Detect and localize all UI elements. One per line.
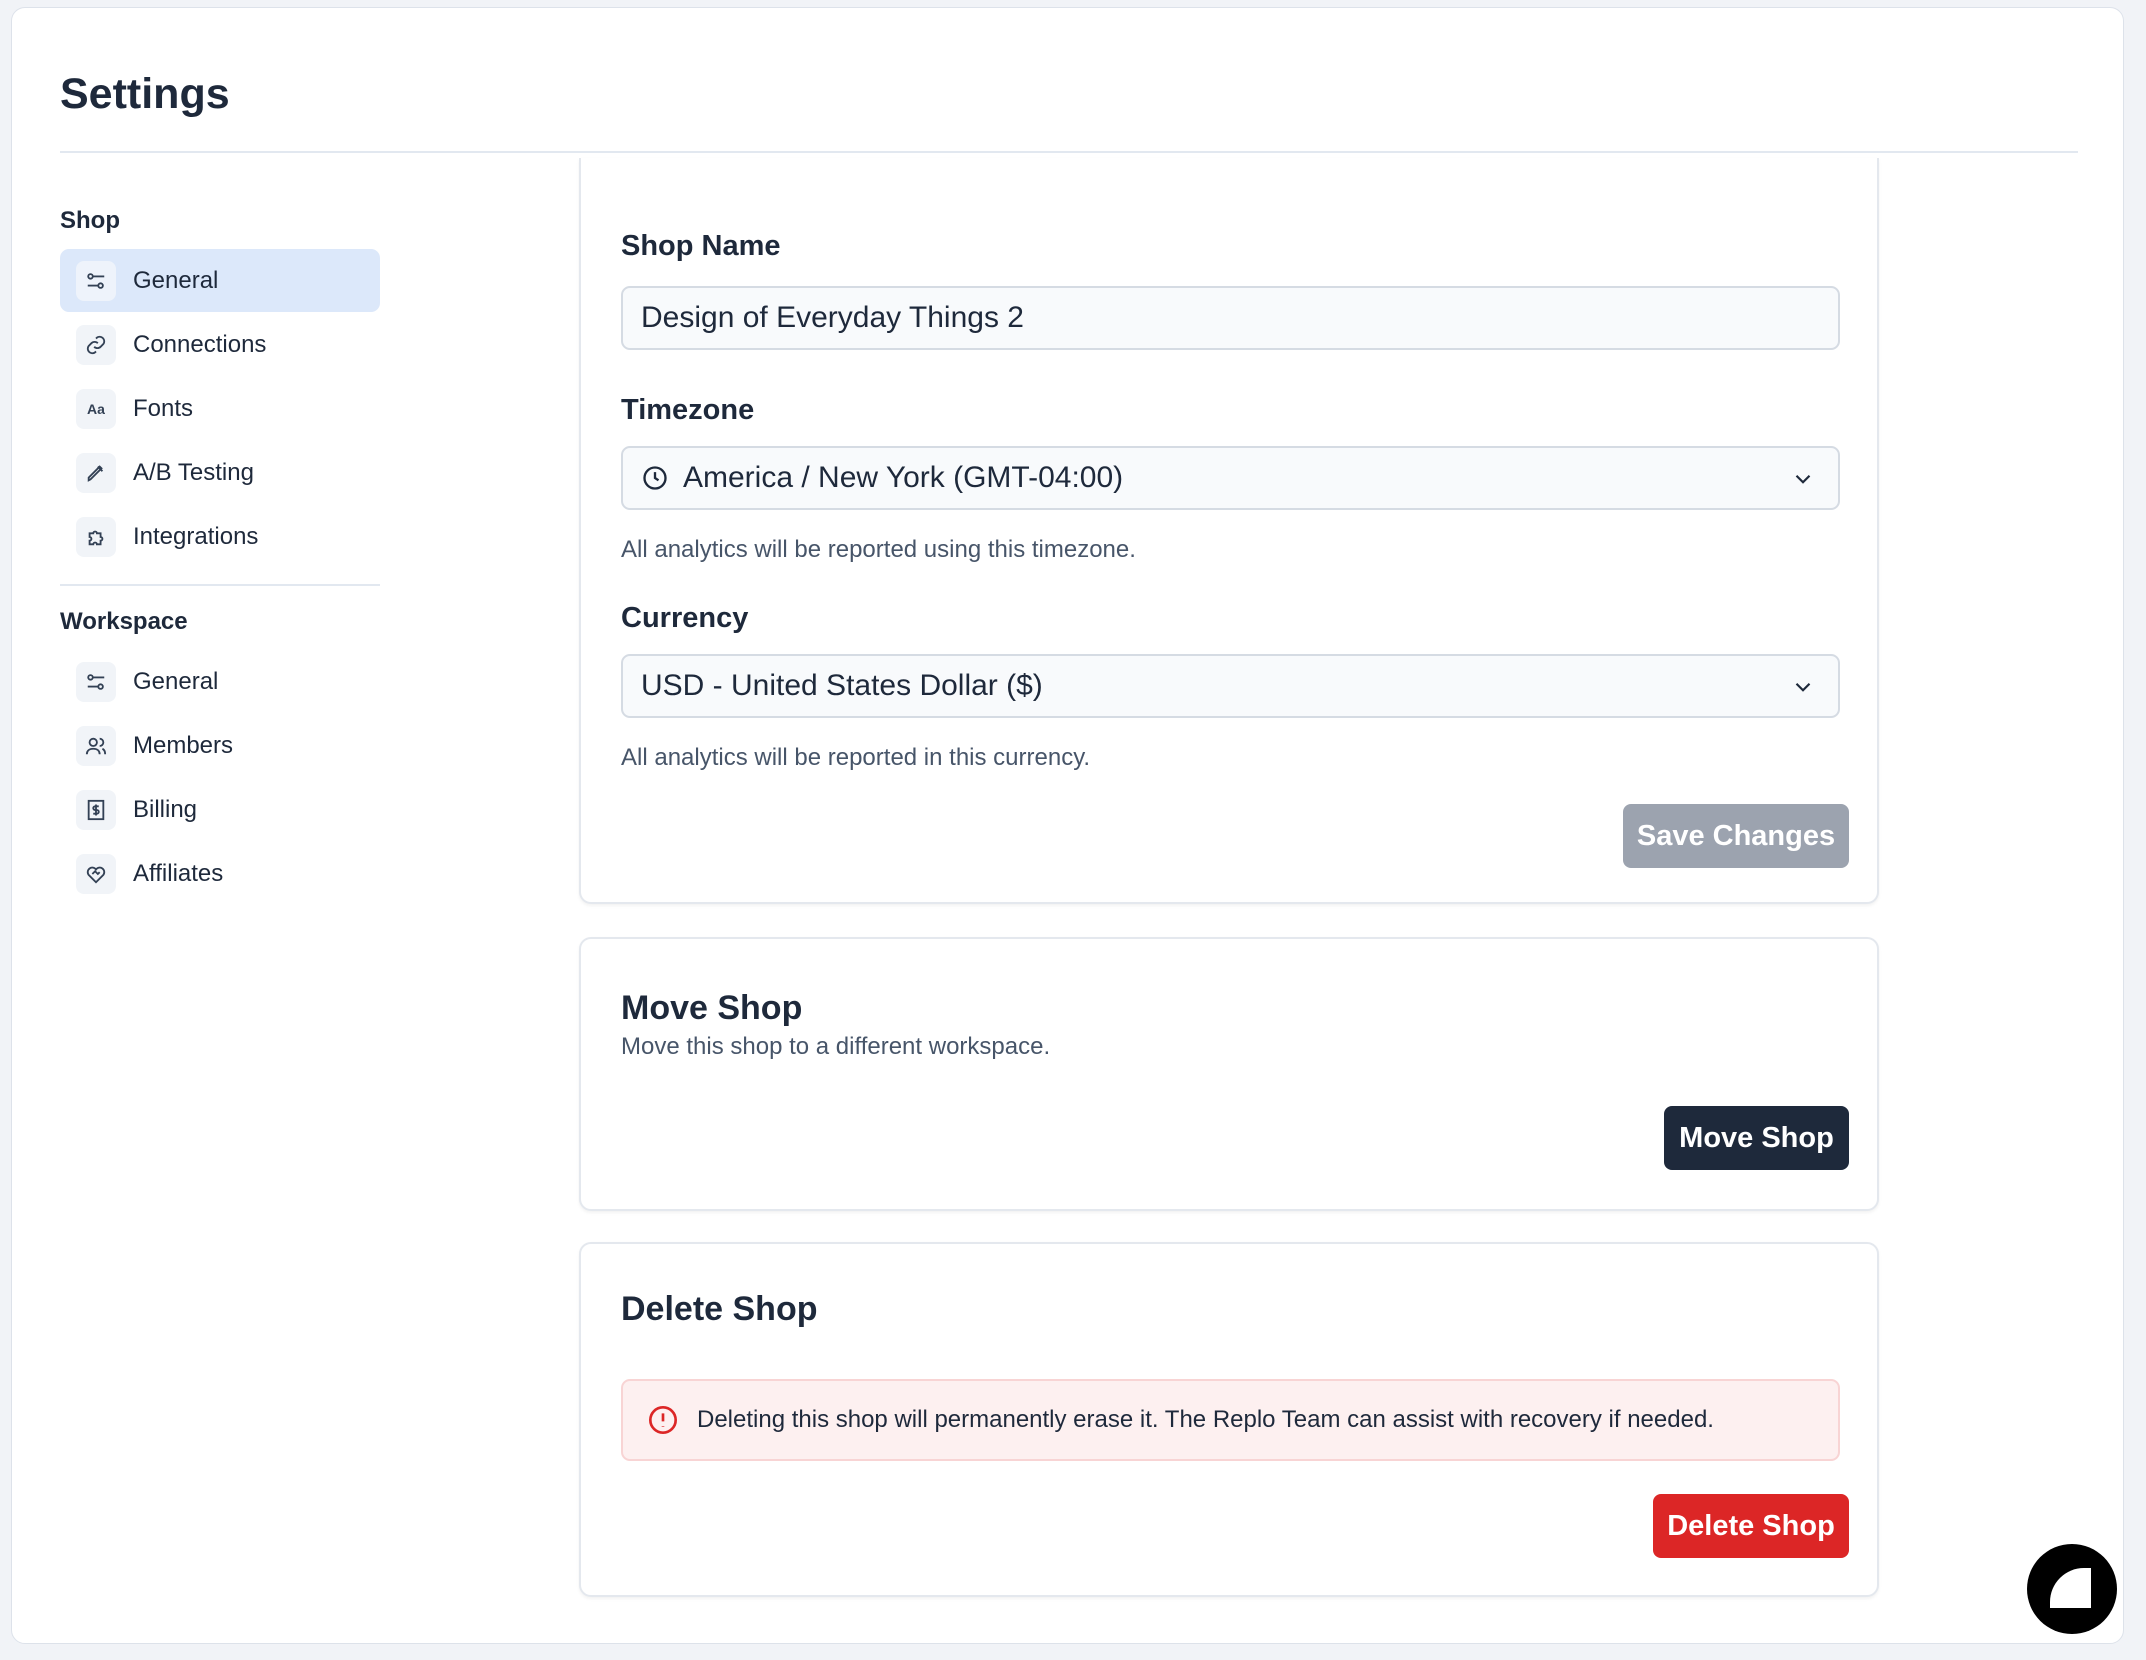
pipette-icon (76, 452, 116, 493)
users-icon (76, 725, 116, 766)
timezone-help: All analytics will be reported using thi… (621, 536, 1136, 563)
sidebar-item-label: General (133, 266, 219, 294)
save-changes-button[interactable]: Save Changes (1623, 804, 1849, 868)
sidebar-item-affiliates[interactable]: Affiliates (60, 842, 380, 905)
sidebar-item-shop-general[interactable]: General (60, 249, 380, 312)
timezone-label: Timezone (621, 394, 755, 426)
settings-panel: Settings Shop General Connections Aa Fon… (11, 7, 2124, 1644)
currency-select[interactable]: USD - United States Dollar ($) (621, 654, 1840, 718)
delete-shop-title: Delete Shop (621, 1290, 818, 1328)
sidebar-item-label: General (133, 667, 219, 695)
sidebar-item-label: Integrations (133, 522, 259, 550)
sidebar-heading-workspace: Workspace (60, 608, 188, 635)
shop-name-input[interactable]: Design of Everyday Things 2 (621, 286, 1840, 350)
link-icon (76, 324, 116, 365)
currency-value: USD - United States Dollar ($) (641, 669, 1043, 702)
font-icon: Aa (76, 388, 116, 429)
timezone-select[interactable]: America / New York (GMT-04:00) (621, 446, 1840, 510)
move-shop-button[interactable]: Move Shop (1664, 1106, 1849, 1170)
header-divider (60, 151, 2078, 153)
page-title: Settings (60, 70, 230, 118)
sidebar-item-workspace-general[interactable]: General (60, 650, 380, 713)
receipt-icon (76, 789, 116, 830)
chevron-down-icon (1795, 474, 1811, 484)
delete-warning-alert: Deleting this shop will permanently eras… (621, 1379, 1840, 1461)
shop-general-card: Shop Name Design of Everyday Things 2 Ti… (579, 158, 1879, 904)
sidebar-item-label: A/B Testing (133, 458, 254, 486)
move-shop-description: Move this shop to a different workspace. (621, 1033, 1051, 1060)
puzzle-icon (76, 516, 116, 557)
handshake-heart-icon (76, 853, 116, 894)
chevron-down-icon (1795, 682, 1811, 692)
shop-name-label: Shop Name (621, 230, 781, 262)
sliders-icon (76, 661, 116, 702)
chat-icon (2050, 1568, 2091, 1608)
sidebar-item-label: Members (133, 731, 234, 759)
sidebar-item-label: Fonts (133, 394, 194, 422)
sidebar-item-label: Affiliates (133, 859, 224, 887)
move-shop-title: Move Shop (621, 989, 803, 1027)
clock-icon (643, 466, 667, 490)
sidebar-item-label: Connections (133, 330, 267, 358)
sidebar-heading-shop: Shop (60, 207, 120, 234)
currency-label: Currency (621, 602, 749, 634)
delete-shop-card: Delete Shop Deleting this shop will perm… (579, 1242, 1879, 1597)
chat-widget-button[interactable] (2027, 1544, 2117, 1634)
sliders-icon (76, 260, 116, 301)
timezone-value: America / New York (GMT-04:00) (683, 461, 1124, 494)
delete-warning-text: Deleting this shop will permanently eras… (697, 1406, 1714, 1433)
sidebar-item-integrations[interactable]: Integrations (60, 505, 380, 568)
sidebar-item-connections[interactable]: Connections (60, 313, 380, 376)
delete-shop-button[interactable]: Delete Shop (1653, 1494, 1849, 1558)
currency-help: All analytics will be reported in this c… (621, 744, 1091, 771)
sidebar-item-billing[interactable]: Billing (60, 778, 380, 841)
shop-name-value: Design of Everyday Things 2 (641, 301, 1024, 334)
sidebar-item-fonts[interactable]: Aa Fonts (60, 377, 380, 440)
move-shop-card: Move Shop Move this shop to a different … (579, 937, 1879, 1211)
sidebar-item-members[interactable]: Members (60, 714, 380, 777)
sidebar-item-label: Billing (133, 795, 198, 823)
sidebar-item-ab-testing[interactable]: A/B Testing (60, 441, 380, 504)
alert-circle-icon (649, 1406, 677, 1434)
sidebar-divider (60, 584, 380, 586)
